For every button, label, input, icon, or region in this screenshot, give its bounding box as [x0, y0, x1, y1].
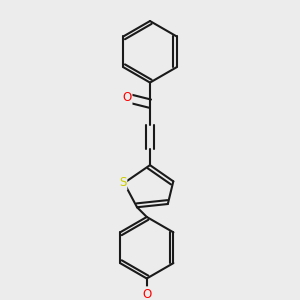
Text: O: O	[122, 91, 131, 104]
Text: O: O	[142, 287, 152, 300]
Text: S: S	[119, 176, 126, 190]
